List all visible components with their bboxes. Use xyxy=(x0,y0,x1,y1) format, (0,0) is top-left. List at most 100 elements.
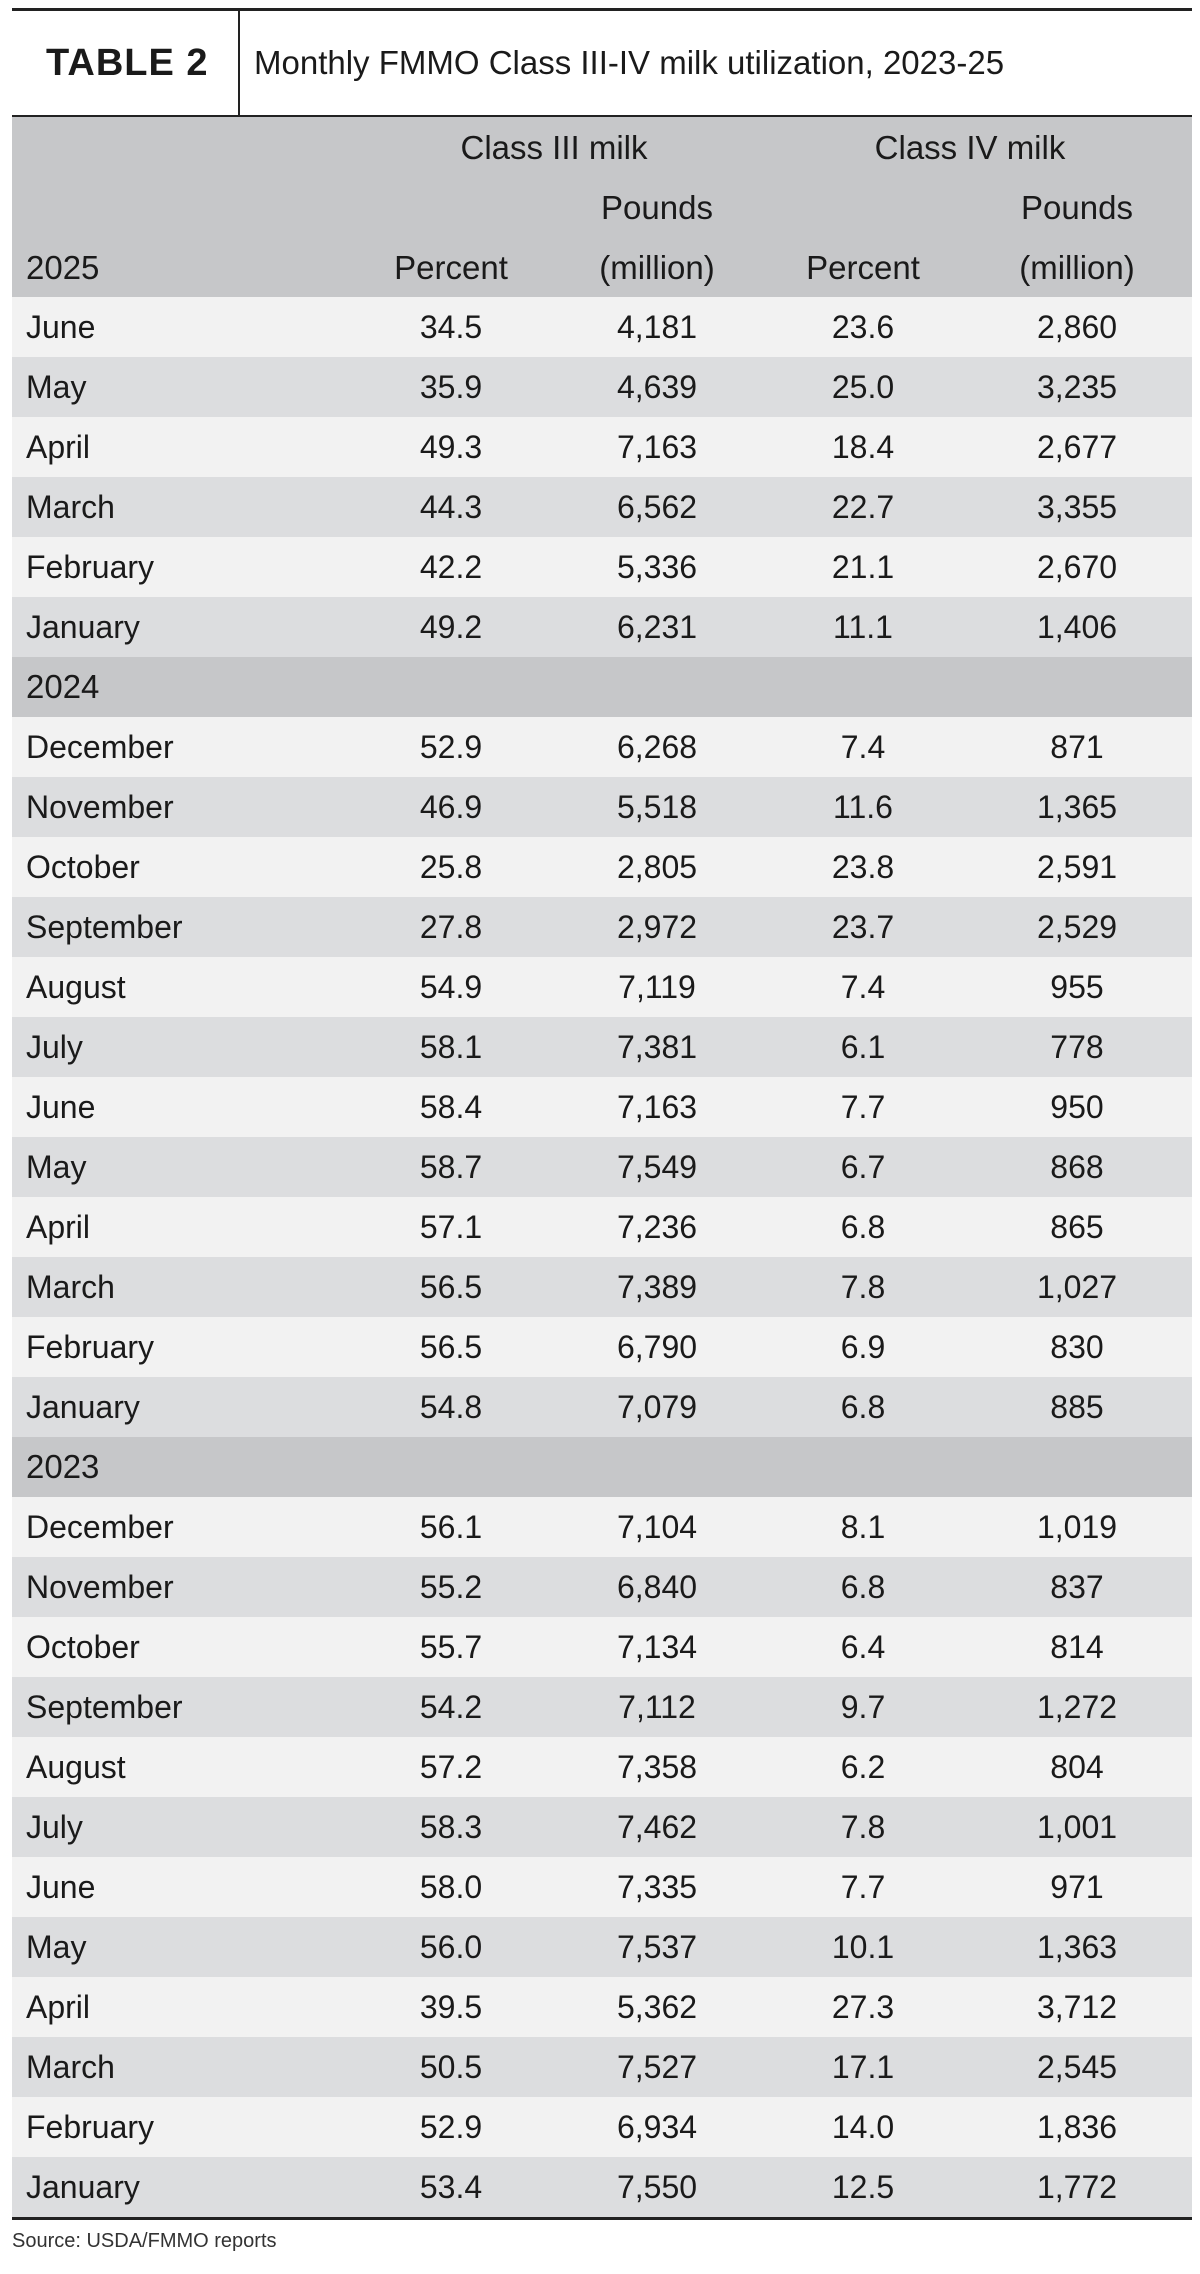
cell-class-iii-pounds: 7,549 xyxy=(616,1148,698,1185)
cell-class-iv-percent: 18.4 xyxy=(831,428,895,465)
table-row: January 49.2 6,231 11.1 1,406 xyxy=(12,597,1192,657)
cell-class-iii-pounds: 7,079 xyxy=(616,1388,698,1425)
cell-class-iv-percent: 27.3 xyxy=(831,1988,895,2025)
cell-month: June xyxy=(26,1868,96,1905)
table-row: May 56.0 7,537 10.1 1,363 xyxy=(12,1917,1192,1977)
table-container: TABLE 2 Monthly FMMO Class III-IV milk u… xyxy=(12,8,1192,2220)
cell-class-iii-pounds: 5,336 xyxy=(616,548,698,585)
cell-class-iii-percent: 55.2 xyxy=(419,1568,483,1605)
table-row: June 34.5 4,181 23.6 2,860 xyxy=(12,297,1192,357)
table-row: January 53.4 7,550 12.5 1,772 xyxy=(12,2157,1192,2217)
cell-class-iii-pounds: 7,550 xyxy=(616,2168,698,2205)
cell-class-iii-pounds: 4,181 xyxy=(616,308,698,345)
cell-class-iv-percent: 23.6 xyxy=(831,308,895,345)
cell-month: April xyxy=(26,1988,91,2025)
cell-class-iii-pounds: 7,335 xyxy=(616,1868,698,1905)
cell-month: August xyxy=(26,1748,126,1785)
cell-month: November xyxy=(26,788,174,825)
table-row: August 54.9 7,119 7.4 955 xyxy=(12,957,1192,1017)
cell-class-iii-percent: 54.8 xyxy=(419,1388,483,1425)
cell-class-iv-percent: 23.8 xyxy=(831,848,895,885)
table-row: November 55.2 6,840 6.8 837 xyxy=(12,1557,1192,1617)
table-row: April 39.5 5,362 27.3 3,712 xyxy=(12,1977,1192,2037)
table-header: Class III milk Class IV milk Pounds Poun… xyxy=(12,117,1192,297)
cell-class-iv-pounds: 778 xyxy=(1050,1028,1104,1065)
cell-class-iv-percent: 7.4 xyxy=(840,728,886,765)
cell-month: February xyxy=(26,548,155,585)
cell-class-iii-percent: 56.5 xyxy=(419,1268,483,1305)
header-class-iii-pounds: Pounds xyxy=(601,189,713,226)
cell-class-iv-pounds: 2,529 xyxy=(1036,908,1118,945)
cell-month: January xyxy=(26,2168,140,2205)
cell-month: May xyxy=(26,368,87,405)
cell-class-iv-percent: 6.8 xyxy=(840,1388,886,1425)
table-row: March 50.5 7,527 17.1 2,545 xyxy=(12,2037,1192,2097)
cell-class-iii-pounds: 6,231 xyxy=(616,608,698,645)
table-row: February 56.5 6,790 6.9 830 xyxy=(12,1317,1192,1377)
cell-class-iii-pounds: 7,389 xyxy=(616,1268,698,1305)
cell-class-iii-pounds: 2,972 xyxy=(616,908,698,945)
cell-class-iii-percent: 57.2 xyxy=(419,1748,483,1785)
table-row: October 55.7 7,134 6.4 814 xyxy=(12,1617,1192,1677)
cell-class-iv-percent: 6.9 xyxy=(840,1328,886,1365)
cell-class-iv-pounds: 971 xyxy=(1050,1868,1104,1905)
header-class-iii: Class III milk xyxy=(460,129,648,166)
cell-class-iv-percent: 21.1 xyxy=(831,548,895,585)
cell-class-iii-percent: 54.9 xyxy=(419,968,483,1005)
cell-class-iii-percent: 54.2 xyxy=(419,1688,483,1725)
header-class-iii-million: (million) xyxy=(599,249,715,286)
table-row: July 58.3 7,462 7.8 1,001 xyxy=(12,1797,1192,1857)
table-row: April 57.1 7,236 6.8 865 xyxy=(12,1197,1192,1257)
cell-class-iii-pounds: 7,537 xyxy=(616,1928,698,1965)
cell-month: July xyxy=(26,1808,83,1845)
cell-class-iv-pounds: 1,836 xyxy=(1036,2108,1118,2145)
cell-class-iv-percent: 7.4 xyxy=(840,968,886,1005)
cell-class-iii-pounds: 7,134 xyxy=(616,1628,698,1665)
cell-month: April xyxy=(26,1208,91,1245)
cell-class-iv-pounds: 814 xyxy=(1050,1628,1104,1665)
table-row: February 42.2 5,336 21.1 2,670 xyxy=(12,537,1192,597)
cell-class-iv-percent: 9.7 xyxy=(840,1688,886,1725)
section-year: 2023 xyxy=(26,1448,100,1485)
cell-class-iv-pounds: 3,235 xyxy=(1036,368,1118,405)
cell-month: February xyxy=(26,1328,155,1365)
cell-class-iii-pounds: 5,362 xyxy=(616,1988,698,2025)
table-row: December 56.1 7,104 8.1 1,019 xyxy=(12,1497,1192,1557)
cell-class-iv-percent: 25.0 xyxy=(831,368,895,405)
cell-class-iv-percent: 12.5 xyxy=(831,2168,895,2205)
header-class-iii-percent: Percent xyxy=(394,249,508,286)
table-row: March 56.5 7,389 7.8 1,027 xyxy=(12,1257,1192,1317)
cell-class-iv-pounds: 955 xyxy=(1050,968,1104,1005)
cell-class-iii-percent: 34.5 xyxy=(419,308,483,345)
cell-class-iii-percent: 58.1 xyxy=(419,1028,483,1065)
table-row: December 52.9 6,268 7.4 871 xyxy=(12,717,1192,777)
cell-class-iii-pounds: 6,840 xyxy=(616,1568,698,1605)
cell-class-iv-pounds: 2,670 xyxy=(1036,548,1118,585)
cell-class-iii-percent: 52.9 xyxy=(419,2108,483,2145)
cell-class-iv-percent: 6.8 xyxy=(840,1568,886,1605)
cell-month: March xyxy=(26,1268,115,1305)
header-class-iv: Class IV milk xyxy=(874,129,1066,166)
cell-month: May xyxy=(26,1148,87,1185)
table-row: February 52.9 6,934 14.0 1,836 xyxy=(12,2097,1192,2157)
table-label: TABLE 2 xyxy=(12,11,240,115)
cell-class-iv-percent: 22.7 xyxy=(831,488,895,525)
cell-class-iii-pounds: 7,119 xyxy=(618,968,696,1005)
cell-class-iv-pounds: 804 xyxy=(1050,1748,1104,1785)
table-row: April 49.3 7,163 18.4 2,677 xyxy=(12,417,1192,477)
cell-class-iv-pounds: 2,591 xyxy=(1036,848,1118,885)
cell-class-iv-pounds: 950 xyxy=(1050,1088,1104,1125)
cell-class-iv-percent: 14.0 xyxy=(831,2108,895,2145)
cell-class-iii-percent: 27.8 xyxy=(419,908,483,945)
cell-class-iii-percent: 52.9 xyxy=(419,728,483,765)
cell-class-iii-pounds: 7,163 xyxy=(616,1088,698,1125)
cell-class-iii-pounds: 7,163 xyxy=(616,428,698,465)
cell-class-iv-percent: 7.7 xyxy=(840,1088,886,1125)
cell-class-iii-pounds: 6,268 xyxy=(616,728,698,765)
cell-class-iii-percent: 55.7 xyxy=(419,1628,483,1665)
cell-month: October xyxy=(26,848,140,885)
cell-class-iv-percent: 6.8 xyxy=(840,1208,886,1245)
cell-class-iii-pounds: 7,527 xyxy=(616,2048,698,2085)
cell-class-iv-pounds: 1,019 xyxy=(1036,1508,1118,1545)
cell-class-iii-percent: 25.8 xyxy=(419,848,483,885)
